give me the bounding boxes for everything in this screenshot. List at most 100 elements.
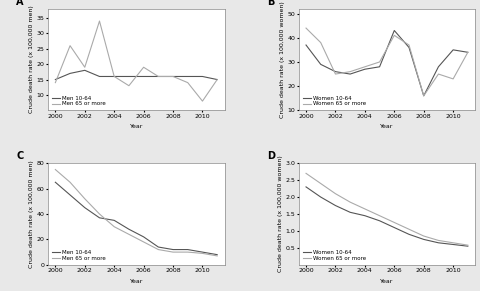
Men 10-64 (96, 75, 102, 78)
Men 65 or more (126, 84, 132, 88)
Women 65 or more (450, 241, 456, 244)
Men 10-64 (141, 75, 146, 78)
Line: Women 65 or more: Women 65 or more (306, 173, 468, 245)
Women 65 or more (391, 221, 397, 224)
Women 10-64 (333, 70, 338, 73)
Text: C: C (16, 151, 24, 161)
Men 10-64 (200, 75, 205, 78)
Men 10-64 (67, 72, 73, 75)
Men 65 or more (200, 99, 205, 103)
Women 65 or more (421, 234, 427, 238)
Men 65 or more (111, 225, 117, 228)
X-axis label: Year: Year (380, 279, 394, 284)
Men 10-64 (156, 75, 161, 78)
Men 10-64 (170, 248, 176, 251)
Men 65 or more (82, 65, 88, 69)
Line: Men 65 or more: Men 65 or more (55, 170, 217, 256)
Men 65 or more (214, 78, 220, 81)
Men 10-64 (126, 228, 132, 231)
Y-axis label: Crude death rate (x 100,000 women): Crude death rate (x 100,000 women) (277, 156, 283, 272)
Women 10-64 (391, 29, 397, 32)
Line: Women 65 or more: Women 65 or more (306, 28, 468, 96)
Women 10-64 (318, 63, 324, 66)
Men 10-64 (141, 235, 146, 239)
Men 65 or more (170, 250, 176, 254)
Line: Men 10-64: Men 10-64 (55, 182, 217, 255)
Men 10-64 (82, 69, 88, 72)
Men 65 or more (67, 44, 73, 47)
Y-axis label: Crude death rate (x 100,000 men): Crude death rate (x 100,000 men) (29, 6, 34, 113)
X-axis label: Year: Year (380, 124, 394, 129)
Text: D: D (267, 151, 275, 161)
Men 65 or more (156, 248, 161, 251)
Women 65 or more (333, 72, 338, 76)
Text: B: B (267, 0, 274, 7)
Women 65 or more (450, 77, 456, 81)
Women 10-64 (421, 238, 427, 241)
Women 10-64 (303, 43, 309, 47)
Women 10-64 (465, 244, 471, 248)
Women 65 or more (465, 51, 471, 54)
Men 65 or more (214, 254, 220, 258)
Men 10-64 (214, 78, 220, 81)
Men 65 or more (200, 252, 205, 255)
Men 65 or more (170, 75, 176, 78)
Legend: Men 10-64, Men 65 or more: Men 10-64, Men 65 or more (51, 249, 107, 262)
Men 10-64 (170, 75, 176, 78)
Men 10-64 (82, 206, 88, 210)
Legend: Women 10-64, Women 65 or more: Women 10-64, Women 65 or more (301, 249, 367, 262)
Men 10-64 (156, 245, 161, 249)
Men 65 or more (141, 65, 146, 69)
Women 10-64 (450, 243, 456, 246)
Women 65 or more (362, 207, 368, 211)
Men 65 or more (156, 75, 161, 78)
Legend: Men 10-64, Men 65 or more: Men 10-64, Men 65 or more (51, 95, 107, 108)
X-axis label: Year: Year (130, 124, 143, 129)
Women 10-64 (421, 94, 427, 97)
Women 65 or more (333, 192, 338, 196)
Women 65 or more (465, 243, 471, 247)
Men 10-64 (126, 75, 132, 78)
Women 65 or more (318, 41, 324, 44)
Legend: Women 10-64, Women 65 or more: Women 10-64, Women 65 or more (301, 95, 367, 108)
Men 10-64 (111, 75, 117, 78)
X-axis label: Year: Year (130, 279, 143, 284)
Men 10-64 (185, 248, 191, 251)
Men 10-64 (200, 250, 205, 254)
Women 10-64 (391, 226, 397, 229)
Women 65 or more (377, 214, 383, 217)
Men 10-64 (52, 180, 58, 184)
Women 65 or more (406, 43, 412, 47)
Women 65 or more (347, 200, 353, 204)
Men 65 or more (67, 180, 73, 184)
Line: Men 65 or more: Men 65 or more (55, 21, 217, 101)
Women 10-64 (333, 204, 338, 207)
Women 10-64 (406, 46, 412, 49)
Men 65 or more (111, 75, 117, 78)
Women 65 or more (435, 72, 441, 76)
Men 10-64 (52, 78, 58, 81)
Women 10-64 (347, 72, 353, 76)
Women 65 or more (362, 65, 368, 69)
Men 10-64 (96, 216, 102, 219)
Men 65 or more (126, 233, 132, 236)
Women 10-64 (435, 241, 441, 244)
Women 10-64 (377, 65, 383, 69)
Women 10-64 (362, 68, 368, 71)
Women 65 or more (421, 94, 427, 97)
Women 65 or more (347, 70, 353, 73)
Men 65 or more (96, 212, 102, 216)
Women 65 or more (406, 228, 412, 231)
Men 10-64 (111, 219, 117, 222)
Women 10-64 (303, 185, 309, 189)
Men 65 or more (52, 81, 58, 84)
Women 65 or more (318, 182, 324, 185)
Women 65 or more (435, 239, 441, 242)
Women 10-64 (465, 51, 471, 54)
Women 10-64 (318, 195, 324, 199)
Women 65 or more (377, 60, 383, 64)
Women 65 or more (303, 26, 309, 30)
Women 10-64 (347, 211, 353, 214)
Women 10-64 (435, 65, 441, 69)
Men 10-64 (214, 253, 220, 256)
